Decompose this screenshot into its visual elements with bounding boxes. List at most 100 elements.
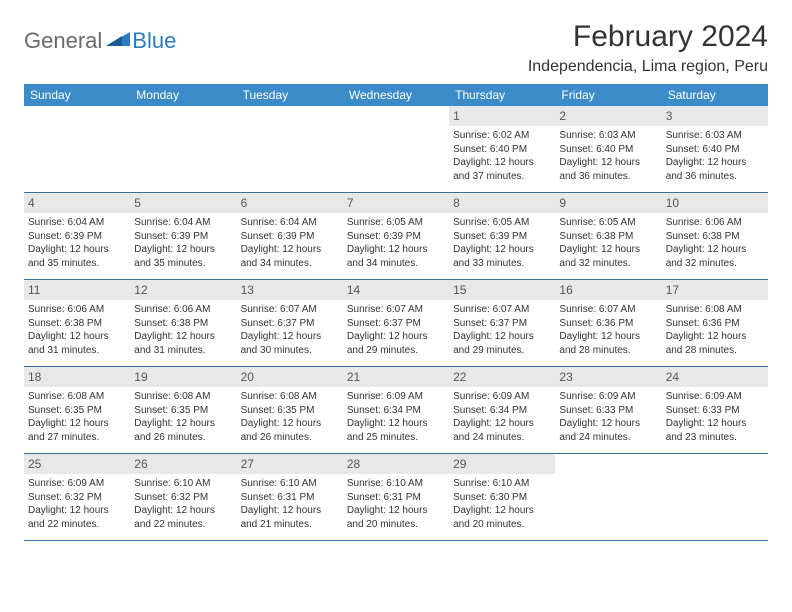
calendar-grid: SundayMondayTuesdayWednesdayThursdayFrid… [24, 84, 768, 541]
brand-part2: Blue [132, 28, 176, 54]
day-cell: 6Sunrise: 6:04 AMSunset: 6:39 PMDaylight… [237, 193, 343, 279]
day-cell: 2Sunrise: 6:03 AMSunset: 6:40 PMDaylight… [555, 106, 661, 192]
sunrise-line: Sunrise: 6:02 AM [453, 129, 551, 143]
sunset-line: Sunset: 6:34 PM [453, 404, 551, 418]
daylight-line: Daylight: 12 hours and 36 minutes. [559, 156, 657, 183]
sunrise-line: Sunrise: 6:09 AM [347, 390, 445, 404]
dow-cell: Sunday [24, 84, 130, 106]
logo-icon [106, 28, 132, 54]
week-row: 11Sunrise: 6:06 AMSunset: 6:38 PMDayligh… [24, 280, 768, 367]
daylight-line: Daylight: 12 hours and 31 minutes. [134, 330, 232, 357]
day-number: 26 [130, 454, 236, 474]
day-cell: 1Sunrise: 6:02 AMSunset: 6:40 PMDaylight… [449, 106, 555, 192]
calendar-page: General Blue February 2024 Independencia… [0, 0, 792, 561]
daylight-line: Daylight: 12 hours and 29 minutes. [453, 330, 551, 357]
daylight-line: Daylight: 12 hours and 22 minutes. [28, 504, 126, 531]
daylight-line: Daylight: 12 hours and 28 minutes. [559, 330, 657, 357]
sunrise-line: Sunrise: 6:09 AM [453, 390, 551, 404]
page-header: General Blue February 2024 Independencia… [24, 20, 768, 76]
weeks-container: 1Sunrise: 6:02 AMSunset: 6:40 PMDaylight… [24, 106, 768, 541]
daylight-line: Daylight: 12 hours and 32 minutes. [559, 243, 657, 270]
sunset-line: Sunset: 6:35 PM [28, 404, 126, 418]
week-row: 25Sunrise: 6:09 AMSunset: 6:32 PMDayligh… [24, 454, 768, 541]
sunrise-line: Sunrise: 6:10 AM [453, 477, 551, 491]
day-number: 28 [343, 454, 449, 474]
daylight-line: Daylight: 12 hours and 24 minutes. [453, 417, 551, 444]
sunset-line: Sunset: 6:38 PM [559, 230, 657, 244]
sunrise-line: Sunrise: 6:09 AM [559, 390, 657, 404]
daylight-line: Daylight: 12 hours and 37 minutes. [453, 156, 551, 183]
sunset-line: Sunset: 6:40 PM [453, 143, 551, 157]
sunrise-line: Sunrise: 6:10 AM [347, 477, 445, 491]
sunrise-line: Sunrise: 6:10 AM [241, 477, 339, 491]
brand-part1: General [24, 28, 102, 54]
day-number: 22 [449, 367, 555, 387]
sunrise-line: Sunrise: 6:05 AM [347, 216, 445, 230]
day-cell: 10Sunrise: 6:06 AMSunset: 6:38 PMDayligh… [662, 193, 768, 279]
day-cell [343, 106, 449, 192]
day-cell: 4Sunrise: 6:04 AMSunset: 6:39 PMDaylight… [24, 193, 130, 279]
day-number: 24 [662, 367, 768, 387]
day-number: 4 [24, 193, 130, 213]
days-of-week-row: SundayMondayTuesdayWednesdayThursdayFrid… [24, 84, 768, 106]
day-cell [555, 454, 661, 540]
daylight-line: Daylight: 12 hours and 35 minutes. [134, 243, 232, 270]
sunset-line: Sunset: 6:33 PM [559, 404, 657, 418]
sunrise-line: Sunrise: 6:03 AM [666, 129, 764, 143]
sunrise-line: Sunrise: 6:10 AM [134, 477, 232, 491]
day-cell: 14Sunrise: 6:07 AMSunset: 6:37 PMDayligh… [343, 280, 449, 366]
sunrise-line: Sunrise: 6:08 AM [666, 303, 764, 317]
day-cell: 19Sunrise: 6:08 AMSunset: 6:35 PMDayligh… [130, 367, 236, 453]
sunset-line: Sunset: 6:37 PM [241, 317, 339, 331]
day-number: 15 [449, 280, 555, 300]
sunset-line: Sunset: 6:35 PM [241, 404, 339, 418]
dow-cell: Thursday [449, 84, 555, 106]
day-number: 2 [555, 106, 661, 126]
day-number: 12 [130, 280, 236, 300]
day-number: 20 [237, 367, 343, 387]
day-cell: 18Sunrise: 6:08 AMSunset: 6:35 PMDayligh… [24, 367, 130, 453]
sunrise-line: Sunrise: 6:09 AM [28, 477, 126, 491]
dow-cell: Monday [130, 84, 236, 106]
day-cell: 27 Sunrise: 6:10 AMSunset: 6:31 PMDayligh… [237, 454, 343, 540]
sunset-line: Sunset: 6:31 PM [241, 491, 339, 505]
sunrise-line: Sunrise: 6:07 AM [347, 303, 445, 317]
day-cell: 29Sunrise: 6:10 AMSunset: 6:30 PMDayligh… [449, 454, 555, 540]
daylight-line: Daylight: 12 hours and 33 minutes. [453, 243, 551, 270]
dow-cell: Wednesday [343, 84, 449, 106]
sunset-line: Sunset: 6:38 PM [666, 230, 764, 244]
day-cell: 21Sunrise: 6:09 AMSunset: 6:34 PMDayligh… [343, 367, 449, 453]
day-cell: 13Sunrise: 6:07 AMSunset: 6:37 PMDayligh… [237, 280, 343, 366]
sunset-line: Sunset: 6:38 PM [134, 317, 232, 331]
sunset-line: Sunset: 6:33 PM [666, 404, 764, 418]
sunrise-line: Sunrise: 6:04 AM [134, 216, 232, 230]
daylight-line: Daylight: 12 hours and 21 minutes. [241, 504, 339, 531]
day-cell [130, 106, 236, 192]
day-number: 8 [449, 193, 555, 213]
daylight-line: Daylight: 12 hours and 28 minutes. [666, 330, 764, 357]
day-cell: 20Sunrise: 6:08 AMSunset: 6:35 PMDayligh… [237, 367, 343, 453]
sunrise-line: Sunrise: 6:07 AM [453, 303, 551, 317]
day-number: 27 [237, 454, 343, 474]
week-row: 18Sunrise: 6:08 AMSunset: 6:35 PMDayligh… [24, 367, 768, 454]
sunrise-line: Sunrise: 6:08 AM [134, 390, 232, 404]
day-number: 17 [662, 280, 768, 300]
sunrise-line: Sunrise: 6:05 AM [453, 216, 551, 230]
week-row: 1Sunrise: 6:02 AMSunset: 6:40 PMDaylight… [24, 106, 768, 193]
sunset-line: Sunset: 6:32 PM [134, 491, 232, 505]
sunset-line: Sunset: 6:32 PM [28, 491, 126, 505]
day-cell: 16Sunrise: 6:07 AMSunset: 6:36 PMDayligh… [555, 280, 661, 366]
day-number: 23 [555, 367, 661, 387]
day-number: 14 [343, 280, 449, 300]
day-number: 11 [24, 280, 130, 300]
day-cell: 12Sunrise: 6:06 AMSunset: 6:38 PMDayligh… [130, 280, 236, 366]
daylight-line: Daylight: 12 hours and 20 minutes. [453, 504, 551, 531]
sunset-line: Sunset: 6:39 PM [134, 230, 232, 244]
dow-cell: Saturday [662, 84, 768, 106]
sunset-line: Sunset: 6:38 PM [28, 317, 126, 331]
sunset-line: Sunset: 6:31 PM [347, 491, 445, 505]
day-cell: 3Sunrise: 6:03 AMSunset: 6:40 PMDaylight… [662, 106, 768, 192]
daylight-line: Daylight: 12 hours and 24 minutes. [559, 417, 657, 444]
sunrise-line: Sunrise: 6:06 AM [28, 303, 126, 317]
day-cell: 24Sunrise: 6:09 AMSunset: 6:33 PMDayligh… [662, 367, 768, 453]
